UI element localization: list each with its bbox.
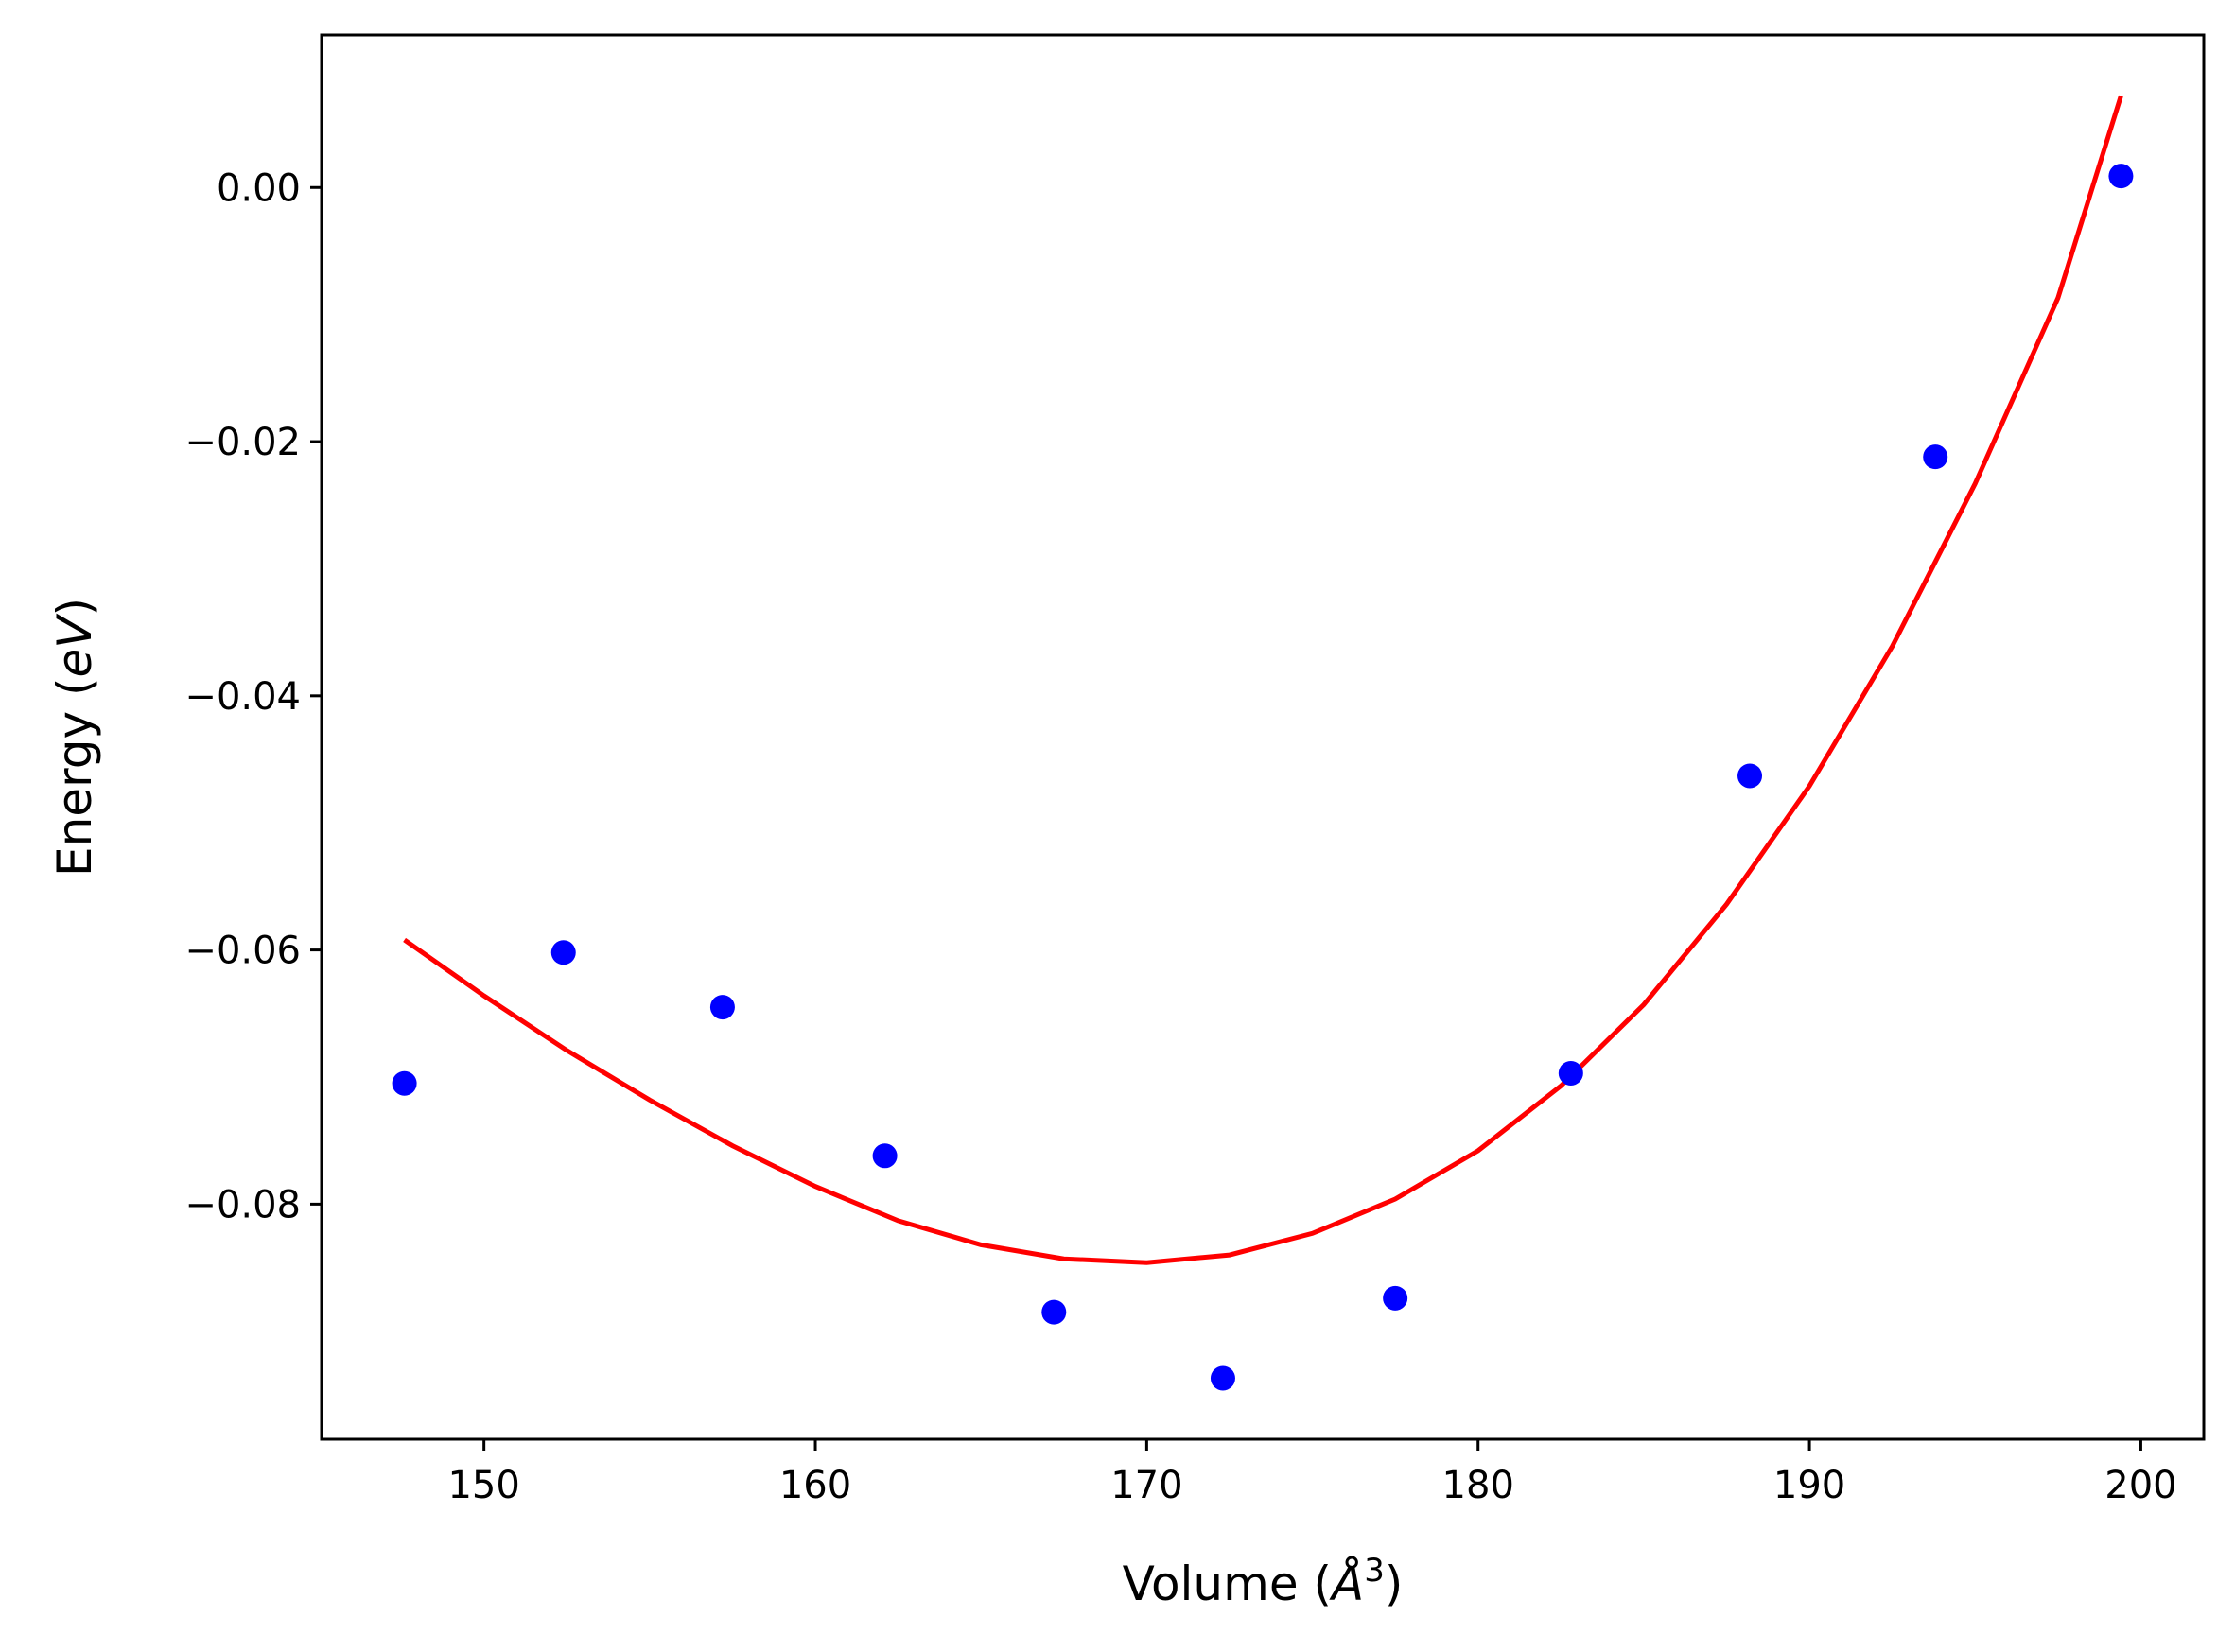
x-tick-label: 180 xyxy=(1442,1464,1514,1507)
data-point xyxy=(1558,1060,1583,1086)
x-tick-label: 160 xyxy=(779,1464,851,1507)
points-layer xyxy=(392,164,2134,1391)
data-point xyxy=(872,1143,898,1169)
y-axis-ticks: 0.00 −0.02 −0.04 −0.06 −0.08 xyxy=(184,166,322,1226)
axes-frame xyxy=(320,33,2206,1441)
data-point xyxy=(1041,1299,1067,1325)
data-point xyxy=(1923,444,1948,470)
x-axis-ticks: 150 160 170 180 190 200 xyxy=(447,1439,2177,1507)
y-tick-label: −0.08 xyxy=(184,1183,301,1226)
y-axis-label: Energy (eV) xyxy=(47,598,102,877)
y-tick-label: 0.00 xyxy=(217,166,301,210)
x-axis-label: Volume (Å3) xyxy=(1123,1552,1404,1611)
data-point xyxy=(392,1070,417,1096)
data-point xyxy=(709,995,735,1020)
x-axis-label-main: Volume ( xyxy=(1123,1556,1332,1611)
x-tick-label: 150 xyxy=(447,1464,519,1507)
x-tick-label: 170 xyxy=(1110,1464,1182,1507)
x-tick-label: 200 xyxy=(2104,1464,2176,1507)
data-point xyxy=(2108,164,2134,189)
data-point xyxy=(1737,763,1763,789)
y-tick-label: −0.04 xyxy=(184,675,301,719)
data-point xyxy=(550,940,576,965)
y-axis-label-unit: eV xyxy=(47,613,102,678)
plot-layer xyxy=(392,95,2134,1391)
x-axis-label-unit: Å xyxy=(1329,1556,1364,1611)
y-axis-label-close: ) xyxy=(47,598,102,617)
y-tick-label: −0.06 xyxy=(184,930,301,973)
data-point xyxy=(1383,1285,1408,1311)
y-tick-label: −0.02 xyxy=(184,421,301,464)
fit-curve xyxy=(403,95,2123,1265)
x-axis-label-close: ) xyxy=(1385,1556,1404,1611)
x-tick-label: 190 xyxy=(1773,1464,1845,1507)
data-point xyxy=(1210,1365,1235,1391)
x-axis-label-exponent: 3 xyxy=(1364,1552,1385,1590)
y-axis-label-main: Energy ( xyxy=(47,678,102,877)
